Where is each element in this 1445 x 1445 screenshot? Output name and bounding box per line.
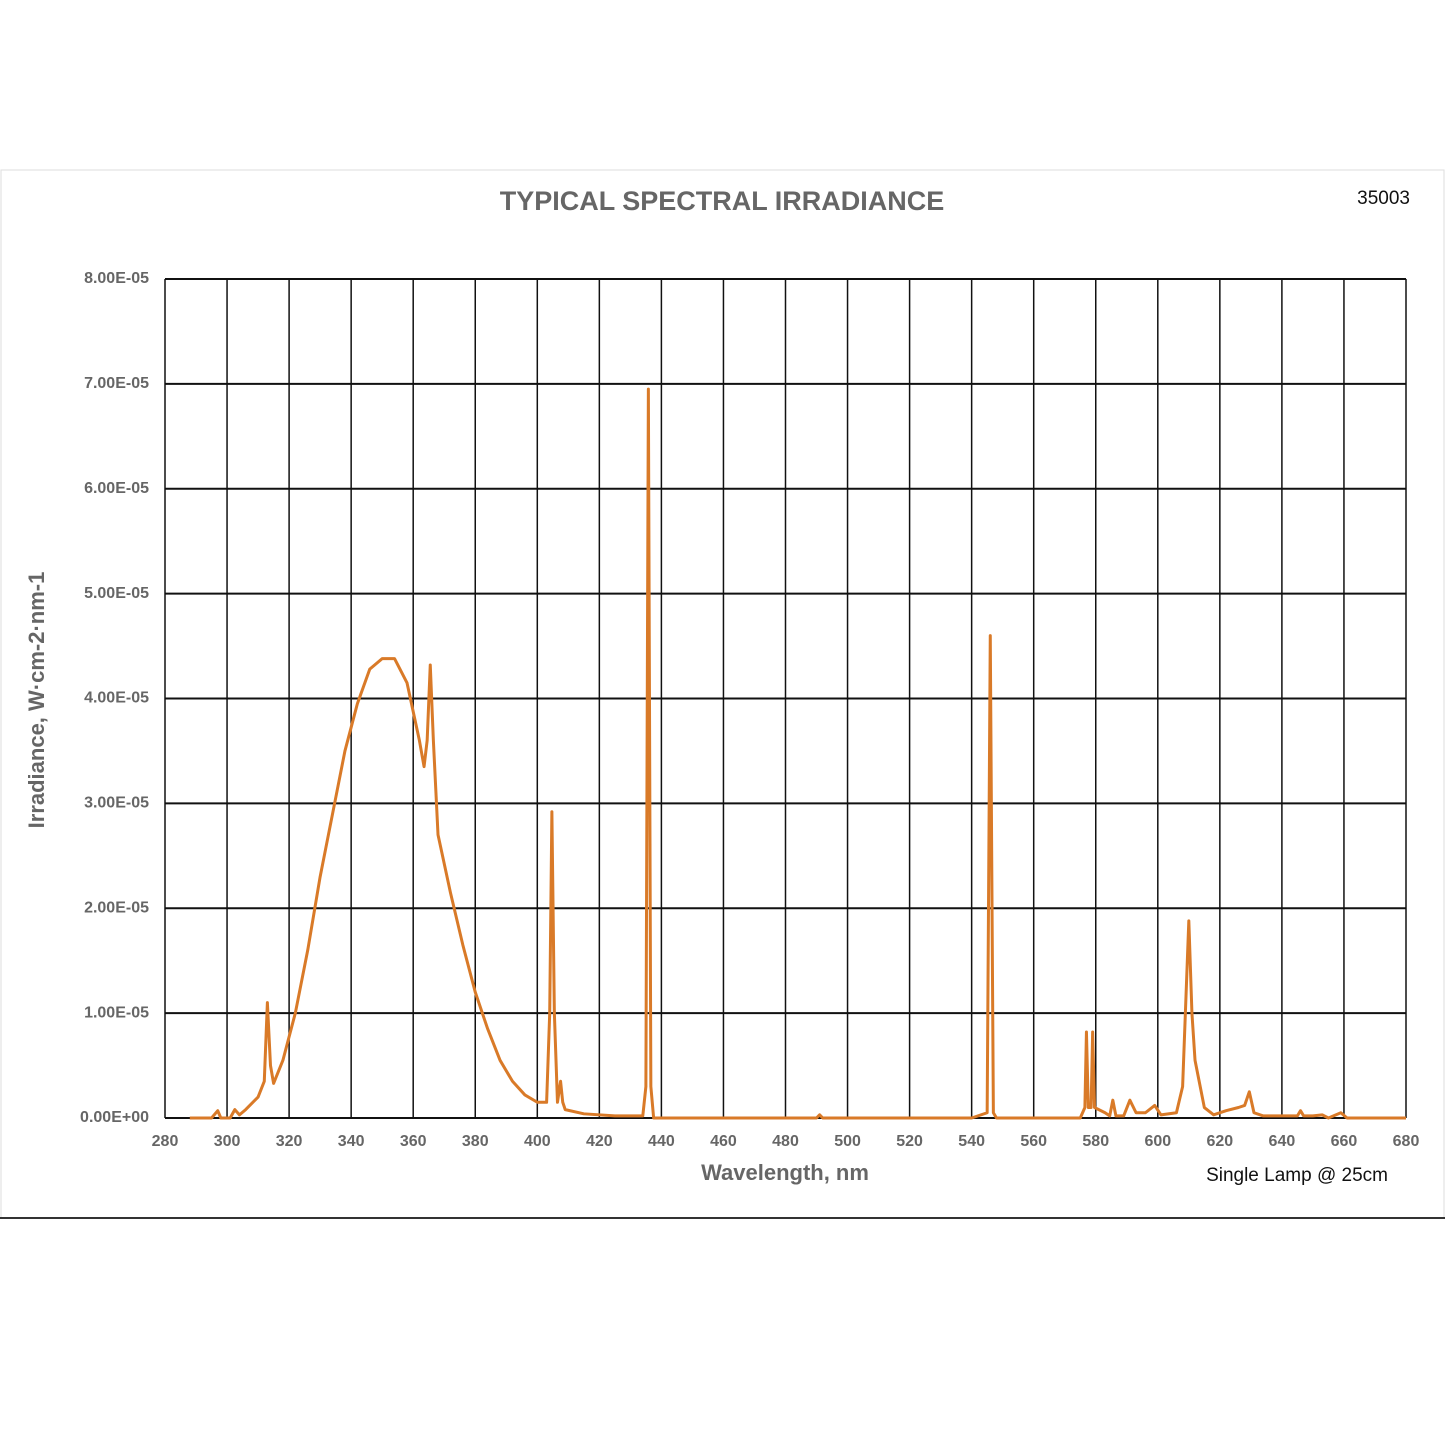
x-tick-label: 280 bbox=[152, 1133, 179, 1150]
x-tick-label: 420 bbox=[586, 1133, 613, 1150]
spectrum-line bbox=[189, 387, 1406, 1120]
y-axis-label: Irradiance, W·cm-2·nm-1 bbox=[24, 572, 49, 829]
x-tick-label: 460 bbox=[710, 1133, 737, 1150]
y-tick-label: 6.00E-05 bbox=[84, 480, 149, 497]
x-tick-label: 640 bbox=[1269, 1133, 1296, 1150]
x-tick-label: 480 bbox=[772, 1133, 799, 1150]
y-tick-label: 0.00E+00 bbox=[80, 1109, 149, 1126]
y-tick-label: 3.00E-05 bbox=[84, 795, 149, 812]
frame bbox=[0, 169, 1445, 1219]
x-tick-label: 380 bbox=[462, 1133, 489, 1150]
x-axis-label: Wavelength, nm bbox=[701, 1160, 869, 1185]
x-tick-label: 600 bbox=[1144, 1133, 1171, 1150]
x-tick-label: 300 bbox=[214, 1133, 241, 1150]
y-tick-label: 8.00E-05 bbox=[84, 270, 149, 287]
chart-title: TYPICAL SPECTRAL IRRADIANCE bbox=[500, 186, 945, 216]
x-tick-label: 500 bbox=[834, 1133, 861, 1150]
figure-id: 35003 bbox=[1357, 188, 1410, 209]
y-tick-label: 2.00E-05 bbox=[84, 899, 149, 916]
x-tick-label: 540 bbox=[958, 1133, 985, 1150]
annotation: Single Lamp @ 25cm bbox=[1206, 1165, 1388, 1186]
y-tick-label: 7.00E-05 bbox=[84, 375, 149, 392]
x-tick-label: 680 bbox=[1393, 1133, 1420, 1150]
y-tick-label: 5.00E-05 bbox=[84, 585, 149, 602]
x-tick-label: 360 bbox=[400, 1133, 427, 1150]
x-tick-label: 560 bbox=[1020, 1133, 1047, 1150]
x-tick-label: 340 bbox=[338, 1133, 365, 1150]
x-tick-label: 440 bbox=[648, 1133, 675, 1150]
x-tick-label: 580 bbox=[1082, 1133, 1109, 1150]
x-tick-label: 520 bbox=[896, 1133, 923, 1150]
y-tick-label: 4.00E-05 bbox=[84, 690, 149, 707]
x-tick-label: 320 bbox=[276, 1133, 303, 1150]
x-tick-label: 400 bbox=[524, 1133, 551, 1150]
x-tick-label: 660 bbox=[1331, 1133, 1358, 1150]
y-tick-label: 1.00E-05 bbox=[84, 1004, 149, 1021]
x-tick-label: 620 bbox=[1206, 1133, 1233, 1150]
